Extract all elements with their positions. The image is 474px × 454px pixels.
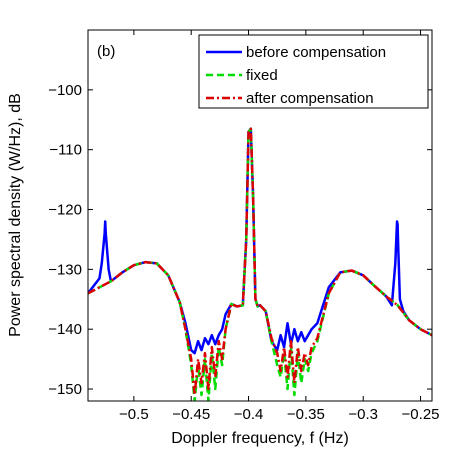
y-tick-label: −110 bbox=[49, 142, 82, 159]
x-axis: −0.5 −0.45 −0.4 −0.35 −0.3 −0.25 bbox=[119, 30, 440, 423]
legend-label-after: after compensation bbox=[246, 90, 374, 107]
plot-frame bbox=[87, 29, 433, 402]
legend-label-fixed: fixed bbox=[246, 67, 278, 84]
x-tick-label: −0.4 bbox=[234, 406, 264, 423]
legend: before compensation fixed after compensa… bbox=[198, 34, 429, 109]
y-tick-label: −150 bbox=[48, 381, 82, 398]
y-tick-label: −120 bbox=[48, 202, 82, 219]
panel-label: (b) bbox=[97, 43, 115, 60]
y-axis: −150 −140 −130 −120 −110 −100 bbox=[48, 82, 432, 398]
x-tick-label: −0.25 bbox=[402, 406, 440, 423]
y-tick-label: −130 bbox=[48, 261, 82, 278]
x-tick-label: −0.35 bbox=[287, 406, 325, 423]
x-axis-label: Doppler frequency, f (Hz) bbox=[171, 430, 349, 447]
legend-label-before: before compensation bbox=[246, 44, 386, 61]
series-layer bbox=[88, 127, 432, 401]
series-line-after-compensation bbox=[88, 127, 432, 397]
legend-box bbox=[198, 34, 429, 109]
x-tick-label: −0.5 bbox=[119, 406, 149, 423]
y-tick-label: −100 bbox=[48, 82, 82, 99]
x-tick-label: −0.3 bbox=[348, 406, 378, 423]
y-axis-label: Power spectral density (W/Hz), dB bbox=[7, 93, 24, 337]
y-tick-label: −140 bbox=[48, 321, 82, 338]
x-tick-label: −0.45 bbox=[172, 406, 210, 423]
